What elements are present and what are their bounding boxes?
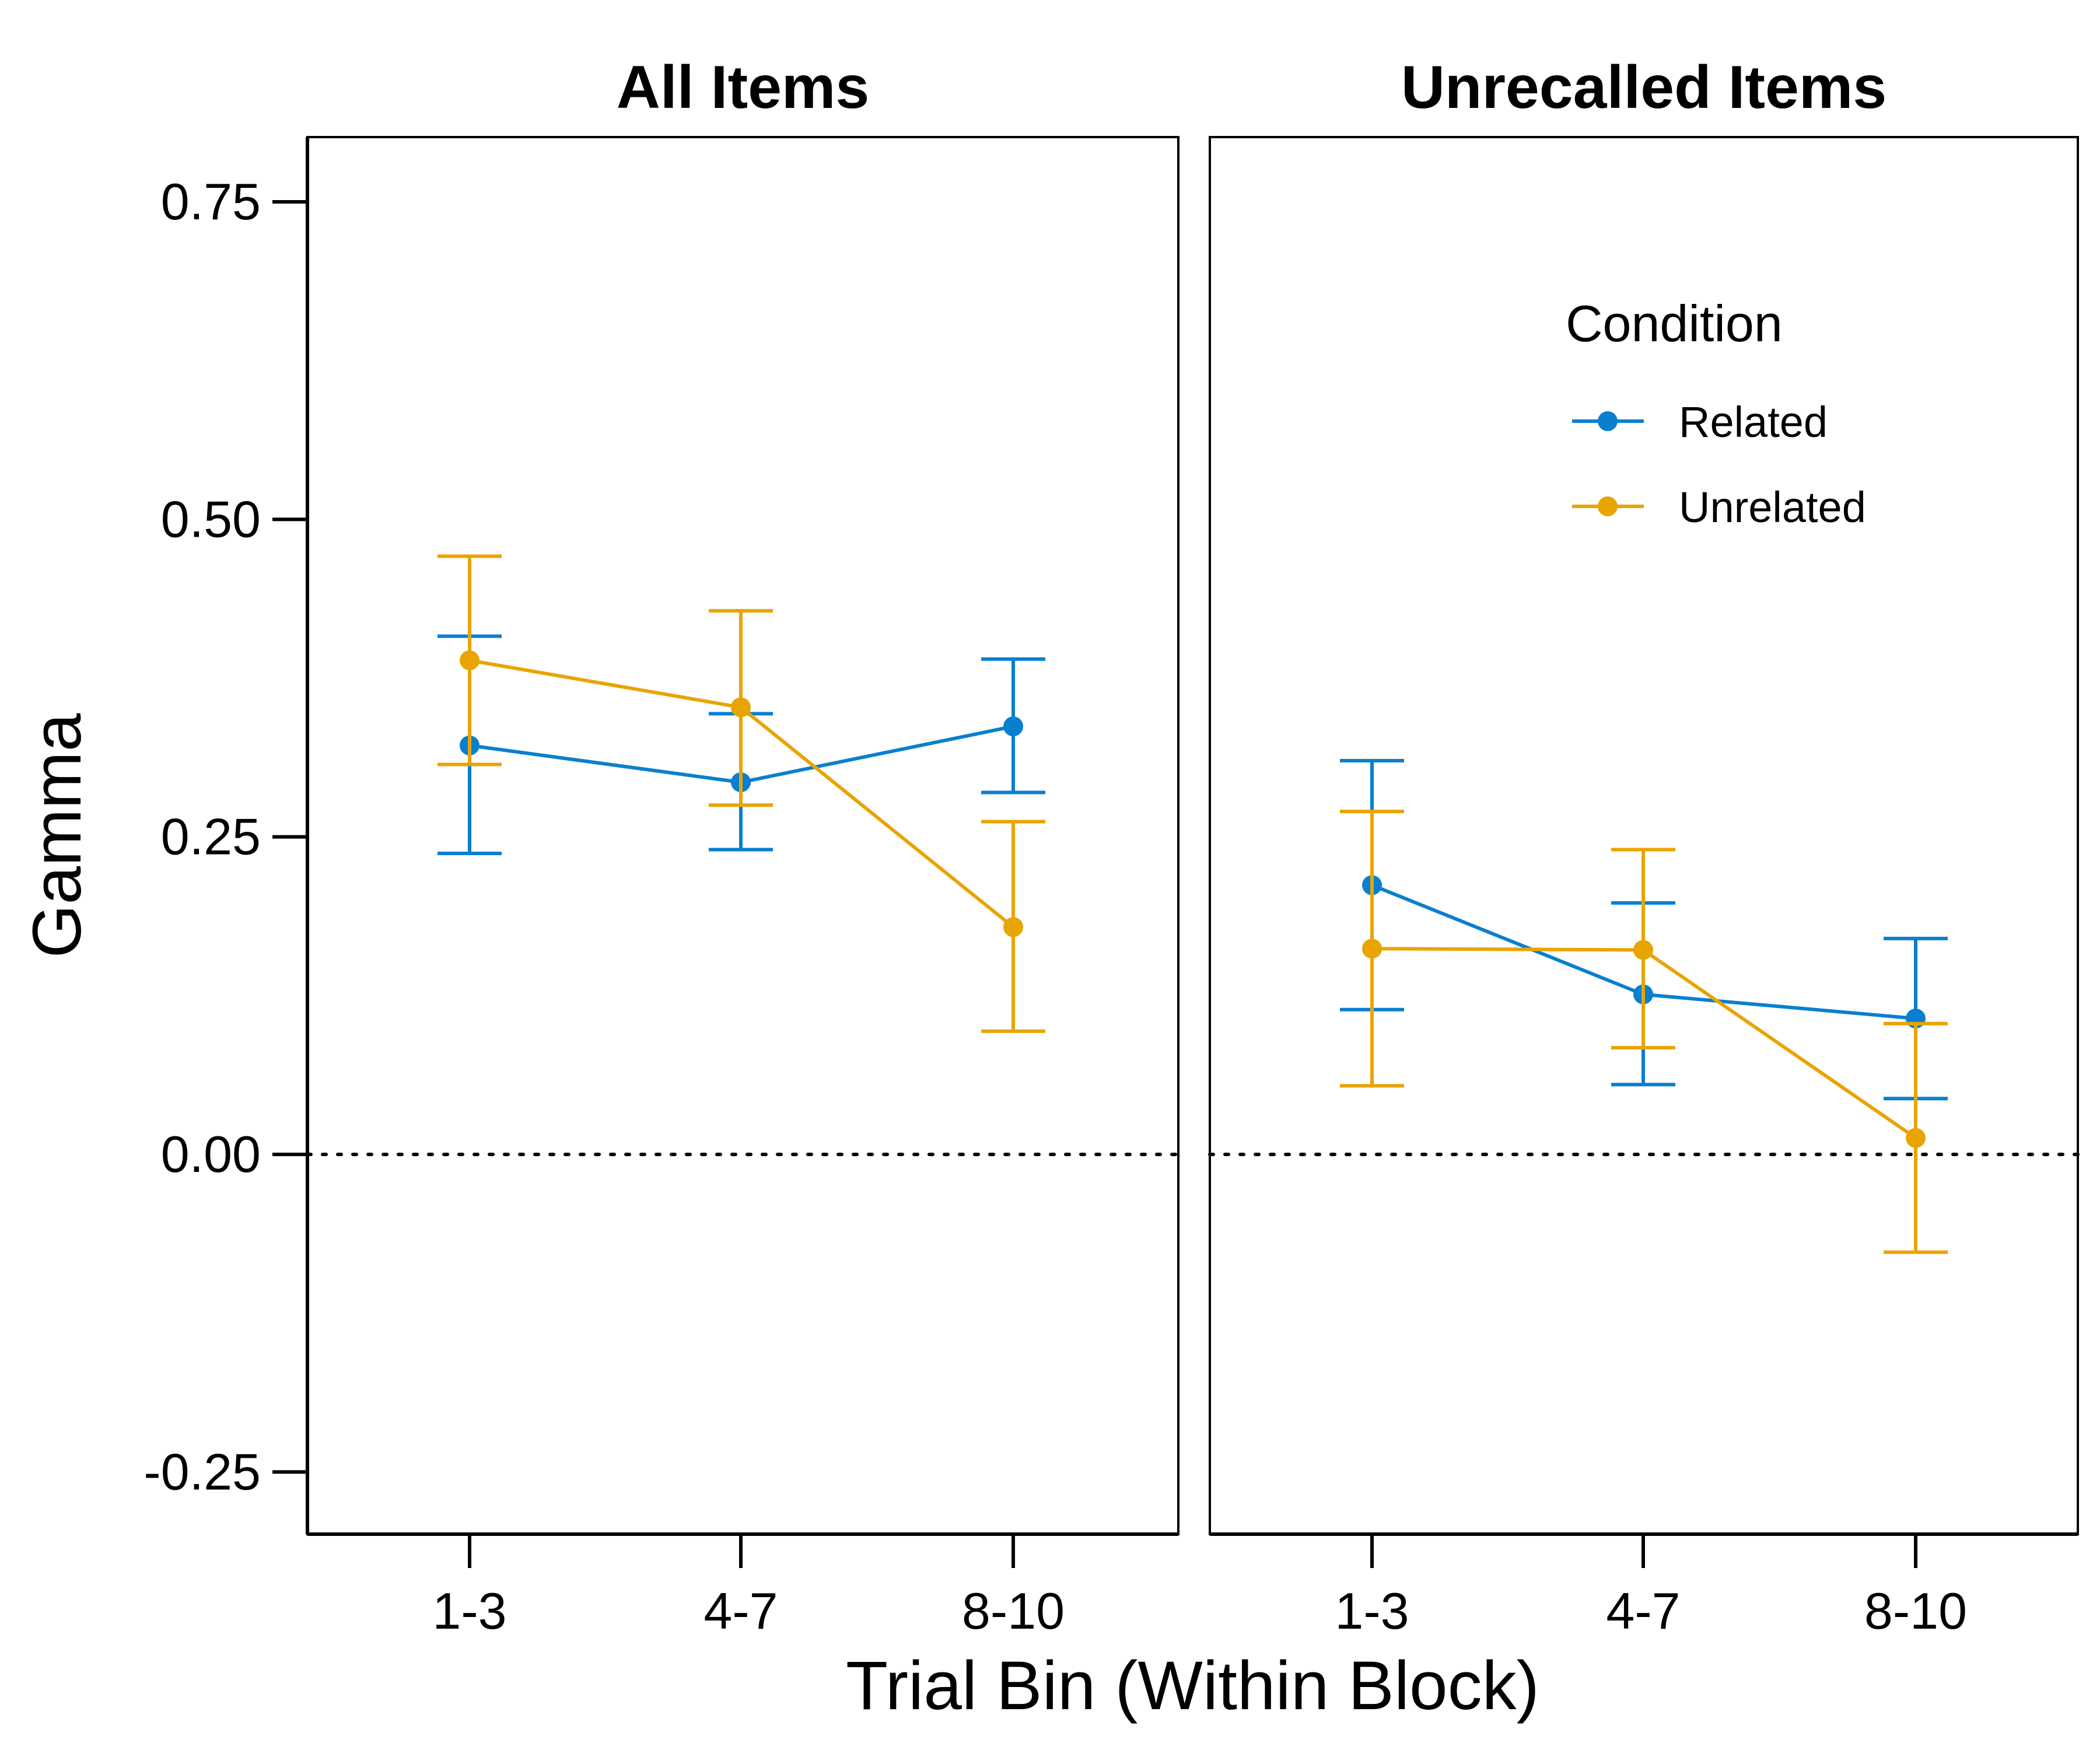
panel-title: Unrecalled Items [1401, 54, 1887, 121]
legend-label-unrelated: Unrelated [1679, 483, 1866, 531]
x-tick-label: 8-10 [1864, 1582, 1967, 1640]
x-tick-label: 1-3 [432, 1582, 506, 1640]
y-tick-label: 0.75 [161, 173, 261, 230]
data-point-unrelated [731, 697, 751, 718]
panel-frame [306, 136, 1180, 1535]
data-point-unrelated [460, 650, 480, 671]
legend-key-point-related [1598, 411, 1618, 431]
data-point-unrelated [1362, 939, 1382, 959]
x-axis-title: Trial Bin (Within Block) [846, 1647, 1539, 1724]
data-point-unrelated [1633, 940, 1653, 960]
y-tick-label: 0.50 [161, 490, 261, 548]
y-tick-label: 0.25 [161, 808, 261, 866]
y-tick-label: 0.00 [161, 1125, 261, 1183]
y-tick-label: -0.25 [144, 1443, 261, 1500]
x-tick-label: 4-7 [704, 1582, 778, 1640]
x-tick-label: 8-10 [962, 1582, 1065, 1640]
x-tick-label: 4-7 [1606, 1582, 1680, 1640]
legend-label-related: Related [1679, 398, 1828, 446]
data-point-unrelated [1906, 1128, 1926, 1148]
data-point-related [1003, 716, 1023, 737]
x-tick-label: 1-3 [1335, 1582, 1409, 1640]
y-axis-title: Gamma [19, 713, 96, 958]
panel-title: All Items [617, 54, 869, 121]
legend-key-point-unrelated [1598, 496, 1618, 516]
data-point-unrelated [1003, 917, 1023, 937]
legend-title: Condition [1566, 295, 1783, 352]
